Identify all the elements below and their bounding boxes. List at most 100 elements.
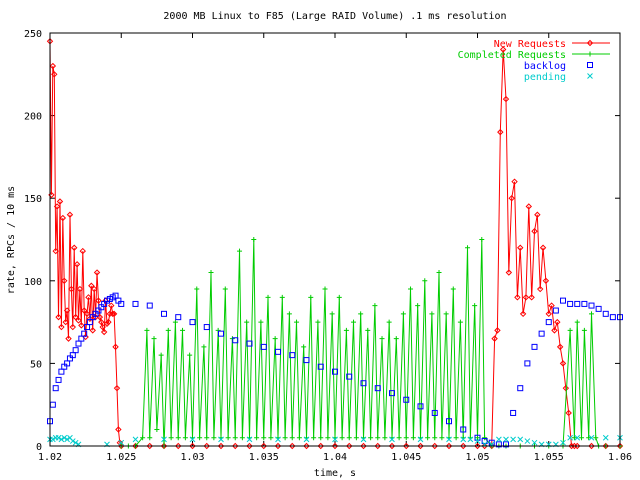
point-new-requests [72, 313, 79, 321]
point-new-requests [289, 442, 296, 450]
point-completed-requests [315, 319, 321, 325]
point-new-requests [562, 384, 570, 392]
point-pending [64, 436, 70, 443]
point-completed-requests [425, 435, 431, 441]
x-tick-label: 1.06 [608, 452, 632, 463]
point-completed-requests [211, 435, 217, 441]
point-completed-requests [465, 245, 471, 251]
point-completed-requests [301, 344, 307, 350]
point-pending [567, 434, 573, 441]
point-completed-requests [322, 286, 328, 292]
point-new-requests [481, 442, 488, 450]
point-completed-requests [197, 435, 203, 441]
point-new-requests [514, 294, 521, 301]
y-axis-label: rate, RPCs / 10 ms [6, 186, 17, 294]
point-completed-requests [294, 319, 300, 325]
point-backlog [481, 438, 488, 445]
x-tick-label: 1.055 [534, 452, 564, 463]
point-backlog [246, 340, 253, 347]
point-backlog [503, 441, 509, 448]
point-completed-requests [237, 248, 243, 254]
point-new-requests [73, 261, 81, 268]
point-completed-requests [393, 336, 399, 342]
point-new-requests [76, 285, 84, 293]
point-backlog [602, 310, 609, 317]
point-new-requests [112, 343, 119, 351]
point-backlog [146, 302, 153, 309]
point-completed-requests [403, 435, 409, 441]
point-completed-requests [175, 435, 181, 441]
point-completed-requests [422, 278, 428, 284]
point-new-requests [460, 442, 467, 450]
point-new-requests [491, 335, 498, 342]
point-new-requests [105, 318, 112, 326]
point-completed-requests [368, 435, 374, 441]
plot-series [46, 38, 624, 450]
point-backlog [303, 357, 310, 364]
point-new-requests [232, 442, 239, 450]
point-completed-requests [279, 294, 285, 300]
point-completed-requests [258, 319, 264, 325]
point-completed-requests [375, 435, 381, 441]
point-new-requests [403, 442, 410, 450]
point-new-requests [565, 409, 572, 417]
point-new-requests [79, 247, 86, 255]
point-pending [417, 436, 424, 443]
point-completed-requests [482, 435, 488, 441]
point-completed-requests [182, 435, 188, 441]
point-new-requests [56, 198, 64, 205]
point-completed-requests [450, 286, 456, 292]
legend-label-pending: pending [524, 72, 566, 83]
point-completed-requests [265, 294, 271, 300]
point-completed-requests [165, 327, 171, 333]
point-new-requests [115, 426, 122, 433]
point-new-requests [511, 178, 518, 185]
point-completed-requests [571, 435, 577, 441]
point-new-requests [556, 343, 564, 351]
point-new-requests [61, 277, 68, 285]
point-new-requests [63, 307, 71, 314]
point-backlog [495, 441, 502, 448]
point-backlog [552, 307, 559, 314]
point-backlog [403, 396, 410, 403]
point-completed-requests [311, 435, 317, 441]
legend-marker-completed-requests [587, 51, 593, 57]
series-new-requests [46, 38, 624, 450]
point-completed-requests [244, 319, 250, 325]
point-pending [189, 436, 196, 443]
point-backlog [132, 300, 139, 307]
point-pending [460, 436, 467, 443]
point-new-requests [548, 302, 555, 309]
point-new-requests [62, 318, 69, 326]
point-backlog [389, 390, 395, 397]
x-tick-label: 1.035 [249, 452, 279, 463]
point-new-requests [65, 335, 72, 342]
point-backlog [52, 385, 59, 392]
point-completed-requests [222, 286, 228, 292]
point-new-requests [109, 310, 116, 318]
point-pending [72, 439, 79, 446]
point-pending [602, 434, 609, 441]
legend-marker-backlog [587, 62, 593, 68]
point-new-requests [574, 442, 581, 450]
point-new-requests [525, 203, 533, 210]
point-new-requests [146, 442, 153, 450]
point-backlog [474, 434, 481, 441]
point-new-requests [542, 277, 550, 285]
point-completed-requests [457, 319, 463, 325]
point-new-requests [274, 442, 282, 450]
point-completed-requests [308, 294, 314, 300]
point-backlog [374, 385, 381, 392]
point-new-requests [474, 442, 481, 450]
point-completed-requests [586, 435, 592, 441]
series-backlog [47, 292, 623, 448]
point-completed-requests [472, 303, 478, 309]
point-completed-requests [208, 270, 214, 276]
point-completed-requests [343, 327, 349, 333]
point-backlog [275, 348, 281, 355]
point-new-requests [539, 244, 547, 251]
point-pending [69, 438, 76, 444]
point-completed-requests [232, 435, 238, 441]
point-backlog [567, 300, 574, 307]
point-new-requests [499, 46, 507, 53]
